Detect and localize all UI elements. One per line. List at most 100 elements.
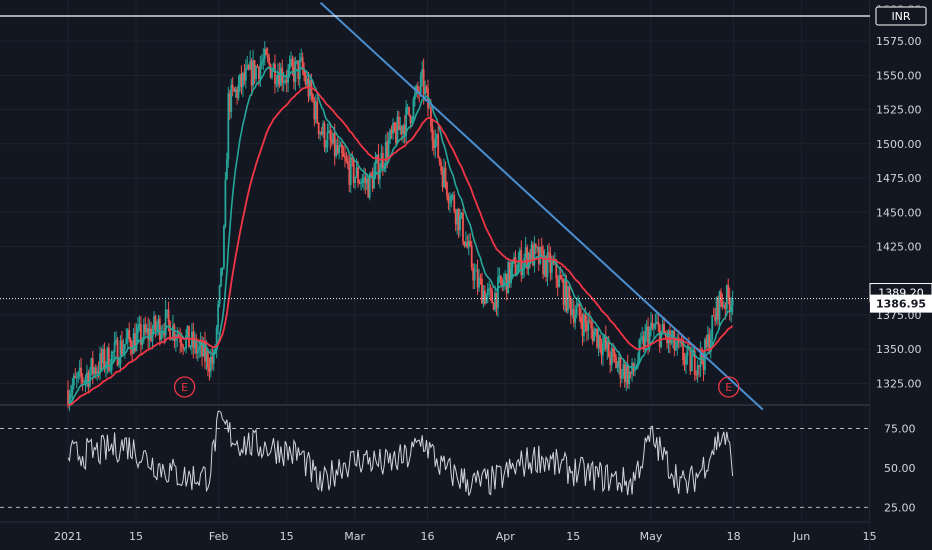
candle-body bbox=[546, 252, 549, 278]
candle-body bbox=[412, 99, 415, 119]
candle-body bbox=[68, 397, 71, 406]
candle-body bbox=[438, 157, 441, 163]
candle-body bbox=[482, 290, 485, 304]
candle-body bbox=[396, 116, 399, 144]
candle-body bbox=[386, 141, 389, 158]
candle-body bbox=[392, 123, 394, 134]
candle-body bbox=[387, 140, 390, 158]
candle-body bbox=[660, 330, 663, 347]
candle-body bbox=[118, 364, 120, 366]
candle-body bbox=[158, 318, 161, 340]
symbol-badge-label: INR bbox=[891, 10, 910, 23]
candle-body bbox=[137, 326, 139, 334]
candle-body bbox=[497, 276, 499, 308]
candle-body bbox=[470, 245, 473, 268]
candle-body bbox=[696, 365, 699, 375]
candle-body bbox=[115, 339, 117, 342]
candle-body bbox=[403, 125, 406, 136]
candle-body bbox=[399, 126, 402, 131]
candle-body bbox=[593, 331, 596, 342]
price-tick-label: 1575.00 bbox=[876, 35, 922, 48]
candle-body bbox=[364, 177, 367, 184]
candle-body bbox=[657, 321, 660, 326]
candle-body bbox=[247, 65, 250, 70]
candle-body bbox=[214, 348, 217, 352]
rsi-tick-label: 75.00 bbox=[884, 423, 916, 436]
candle-body bbox=[702, 360, 705, 371]
candle-body bbox=[237, 84, 240, 98]
candle-body bbox=[469, 240, 472, 246]
candle-body bbox=[501, 283, 504, 286]
candle-body bbox=[676, 337, 679, 347]
candle-body bbox=[591, 328, 594, 342]
candle-body bbox=[112, 351, 115, 353]
candle-body bbox=[717, 297, 719, 320]
candle-body bbox=[680, 341, 683, 344]
candle-body bbox=[711, 315, 714, 340]
candle-body bbox=[132, 333, 135, 354]
candle-body bbox=[705, 339, 708, 347]
candle-body bbox=[709, 339, 712, 352]
candle-body bbox=[580, 316, 582, 324]
candle-body bbox=[144, 324, 147, 333]
candle-body bbox=[725, 285, 728, 310]
earnings-marker bbox=[173, 376, 196, 398]
candle-body bbox=[129, 339, 132, 350]
candle-body bbox=[122, 348, 125, 355]
candle-body bbox=[285, 79, 288, 83]
candle-body bbox=[634, 368, 636, 372]
candle-body bbox=[125, 338, 128, 345]
candle-body bbox=[453, 195, 456, 212]
candle-body bbox=[131, 349, 134, 354]
candle-body bbox=[686, 346, 689, 356]
ema-fast-line bbox=[67, 66, 734, 407]
candle-body bbox=[164, 309, 167, 336]
candle-body bbox=[368, 173, 371, 198]
candle-body bbox=[325, 146, 327, 148]
candle-body bbox=[220, 268, 222, 286]
candle-body bbox=[271, 71, 273, 78]
candle-body bbox=[514, 257, 517, 276]
candle-body bbox=[572, 309, 575, 323]
candle-body bbox=[300, 57, 303, 60]
candle-body bbox=[555, 260, 558, 279]
candle-body bbox=[107, 347, 110, 371]
candle-body bbox=[145, 328, 148, 333]
candle-body bbox=[242, 72, 244, 88]
candle-body bbox=[543, 256, 546, 275]
candle-body bbox=[100, 353, 103, 363]
candle-body bbox=[693, 350, 696, 375]
candle-body bbox=[177, 334, 180, 337]
candle-body bbox=[374, 161, 377, 171]
candle-body bbox=[585, 323, 588, 331]
candle-body bbox=[577, 303, 580, 307]
candle-body bbox=[221, 267, 224, 269]
candle-body bbox=[549, 254, 552, 273]
candle-body bbox=[293, 66, 295, 83]
candle-body bbox=[446, 182, 448, 196]
candle-body bbox=[303, 70, 306, 76]
candle-body bbox=[180, 342, 183, 347]
candle-body bbox=[227, 93, 230, 160]
candle-body bbox=[456, 208, 459, 225]
candle-body bbox=[196, 350, 199, 354]
rsi-line bbox=[67, 410, 734, 496]
candle-body bbox=[174, 338, 177, 341]
candle-body bbox=[473, 270, 476, 281]
candle-body bbox=[327, 130, 330, 133]
candle-body bbox=[109, 369, 112, 371]
candle-body bbox=[727, 285, 730, 298]
candle-body bbox=[103, 348, 106, 369]
candle-body bbox=[457, 208, 460, 231]
candle-body bbox=[548, 252, 550, 255]
candle-body bbox=[518, 250, 521, 262]
candle-body bbox=[495, 292, 498, 308]
candle-body bbox=[326, 132, 329, 147]
candle-body bbox=[304, 75, 307, 85]
time-tick-label: Feb bbox=[209, 530, 228, 543]
candle-body bbox=[581, 323, 584, 336]
candle-body bbox=[619, 356, 622, 379]
candle-body bbox=[663, 323, 666, 334]
